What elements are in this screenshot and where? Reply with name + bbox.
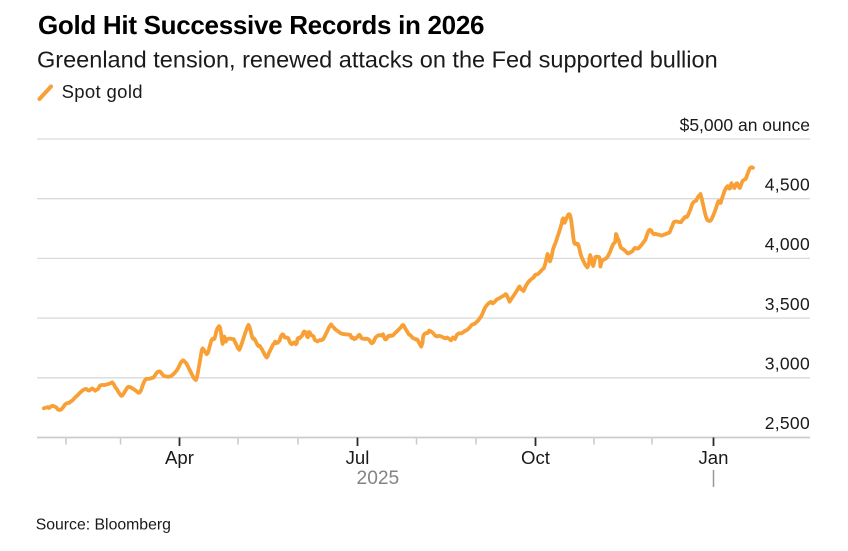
svg-text:Apr: Apr [165, 447, 194, 468]
svg-text:2,500: 2,500 [765, 413, 810, 433]
svg-text:Jul: Jul [346, 447, 370, 468]
svg-text:Greenland tension, renewed att: Greenland tension, renewed attacks on th… [37, 47, 718, 73]
svg-text:2025: 2025 [357, 468, 400, 489]
svg-text:4,000: 4,000 [765, 234, 810, 254]
svg-text:3,000: 3,000 [765, 354, 810, 374]
svg-text:Jan: Jan [699, 447, 729, 468]
svg-text:Gold Hit Successive Records in: Gold Hit Successive Records in 2026 [38, 10, 484, 40]
svg-text:Source: Bloomberg: Source: Bloomberg [36, 516, 171, 533]
svg-text:Oct: Oct [521, 447, 551, 468]
svg-text:4,500: 4,500 [765, 174, 810, 194]
svg-text:3,500: 3,500 [765, 294, 810, 314]
svg-text:$5,000 an ounce: $5,000 an ounce [680, 115, 810, 135]
svg-text:Spot gold: Spot gold [62, 81, 143, 102]
